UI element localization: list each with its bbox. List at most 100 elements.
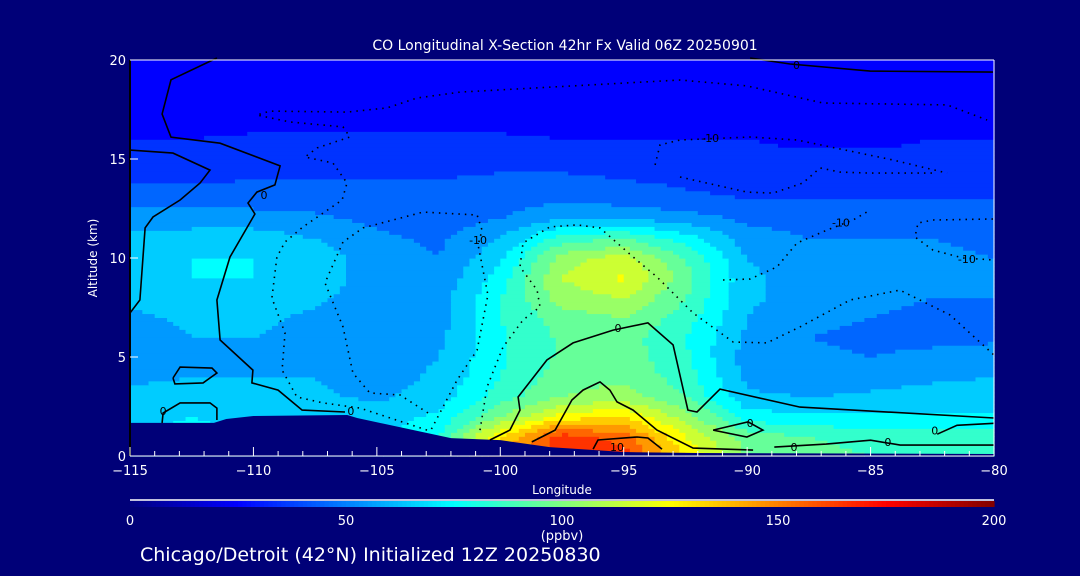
heat-cell (617, 273, 625, 279)
colorbar-swatch (842, 501, 848, 507)
heat-cell (537, 230, 606, 235)
heat-cell (549, 329, 649, 334)
heat-cell (562, 273, 619, 279)
footer-text: Chicago/Detroit (42°N) Initialized 12Z 2… (140, 544, 601, 566)
heat-cell (130, 63, 995, 69)
heat-cell (710, 353, 736, 358)
colorbar-swatch (695, 501, 701, 507)
heat-cell (555, 234, 656, 239)
heat-cell (444, 404, 471, 410)
colorbar-swatch (376, 501, 382, 507)
heat-cell (259, 333, 446, 338)
heat-cell (629, 424, 649, 429)
heat-cell (691, 353, 711, 358)
heat-cell (543, 273, 563, 279)
heat-cell (500, 234, 532, 239)
colorbar-swatch (652, 501, 658, 507)
heat-cell (740, 368, 995, 374)
heat-cell (321, 380, 415, 386)
heat-cell (722, 254, 748, 259)
heat-cell (481, 420, 501, 425)
heat-cell (506, 214, 724, 219)
heat-cell (531, 301, 557, 307)
heat-cell (506, 341, 557, 346)
heat-cell (642, 261, 668, 267)
heat-cell (703, 392, 730, 398)
colorbar-swatch (916, 501, 922, 507)
heat-cell (531, 424, 551, 429)
colorbar-swatch (432, 501, 438, 507)
heat-cell (500, 258, 520, 263)
colorbar-swatch (130, 501, 135, 507)
heat-cell (444, 333, 477, 338)
heat-cell (666, 412, 693, 417)
heat-cell (401, 388, 458, 394)
heat-cell (932, 380, 995, 386)
heat-cell (130, 91, 995, 97)
heat-cell (697, 372, 717, 378)
colorbar-swatch (514, 501, 520, 507)
heat-cell (740, 376, 977, 382)
heat-cell (975, 250, 995, 255)
heat-cell (130, 388, 335, 394)
heat-cell (130, 147, 995, 152)
heat-cell (463, 424, 477, 429)
heatmap-field (130, 60, 995, 457)
heat-cell (679, 301, 705, 307)
heat-cell (130, 317, 168, 322)
heat-cell (469, 372, 501, 378)
heat-cell (679, 448, 699, 453)
heat-cell (524, 285, 545, 291)
heat-cell (740, 341, 828, 346)
heat-cell (130, 254, 347, 259)
heat-cell (506, 337, 557, 342)
heat-cell (710, 226, 773, 231)
heat-cell (130, 285, 341, 291)
colorbar-swatch (142, 501, 148, 507)
heat-cell (765, 273, 995, 279)
heat-cell (130, 301, 322, 307)
heat-cell (253, 269, 347, 275)
colorbar-swatch (268, 501, 274, 507)
heat-cell (987, 254, 995, 259)
contour-labels: 0 0 0 -10 0 10 0 0 0 0 -10 -10 -10 0 (160, 59, 976, 454)
colorbar-swatch (765, 501, 770, 507)
heat-cell (666, 380, 699, 386)
heat-cell (475, 301, 501, 307)
colorbar-swatch (769, 501, 775, 507)
heat-cell (130, 353, 440, 358)
colorbar-swatch (531, 501, 537, 507)
heat-cell (346, 258, 471, 263)
heat-cell (716, 372, 742, 378)
heat-cell (728, 258, 748, 263)
heat-cell (179, 376, 316, 382)
colorbar-swatch (721, 501, 727, 507)
heat-cell (204, 135, 551, 140)
heat-cell (815, 333, 995, 338)
heat-cell (629, 448, 643, 453)
heat-cell (747, 321, 853, 326)
heat-cell (130, 289, 341, 295)
heat-cell (457, 281, 483, 287)
heat-cell (648, 301, 680, 307)
colorbar-swatch (518, 501, 524, 507)
heat-cell (654, 364, 693, 370)
colorbar-swatch (812, 501, 818, 507)
colorbar-swatch (864, 501, 870, 507)
heat-cell (487, 218, 551, 223)
heat-cell (710, 396, 736, 402)
heat-cell (691, 364, 717, 370)
heat-cell (728, 388, 761, 394)
heat-cell (728, 432, 785, 437)
x-tick-label: −95 (610, 464, 637, 479)
heat-cell (506, 360, 551, 366)
heat-cell (543, 408, 594, 414)
heat-cell (549, 135, 995, 140)
heat-cell (697, 313, 724, 318)
heat-cell (839, 325, 995, 330)
heat-cell (642, 305, 680, 311)
heat-cell (697, 428, 724, 433)
heat-cell (130, 337, 446, 342)
heat-cell (531, 261, 551, 267)
